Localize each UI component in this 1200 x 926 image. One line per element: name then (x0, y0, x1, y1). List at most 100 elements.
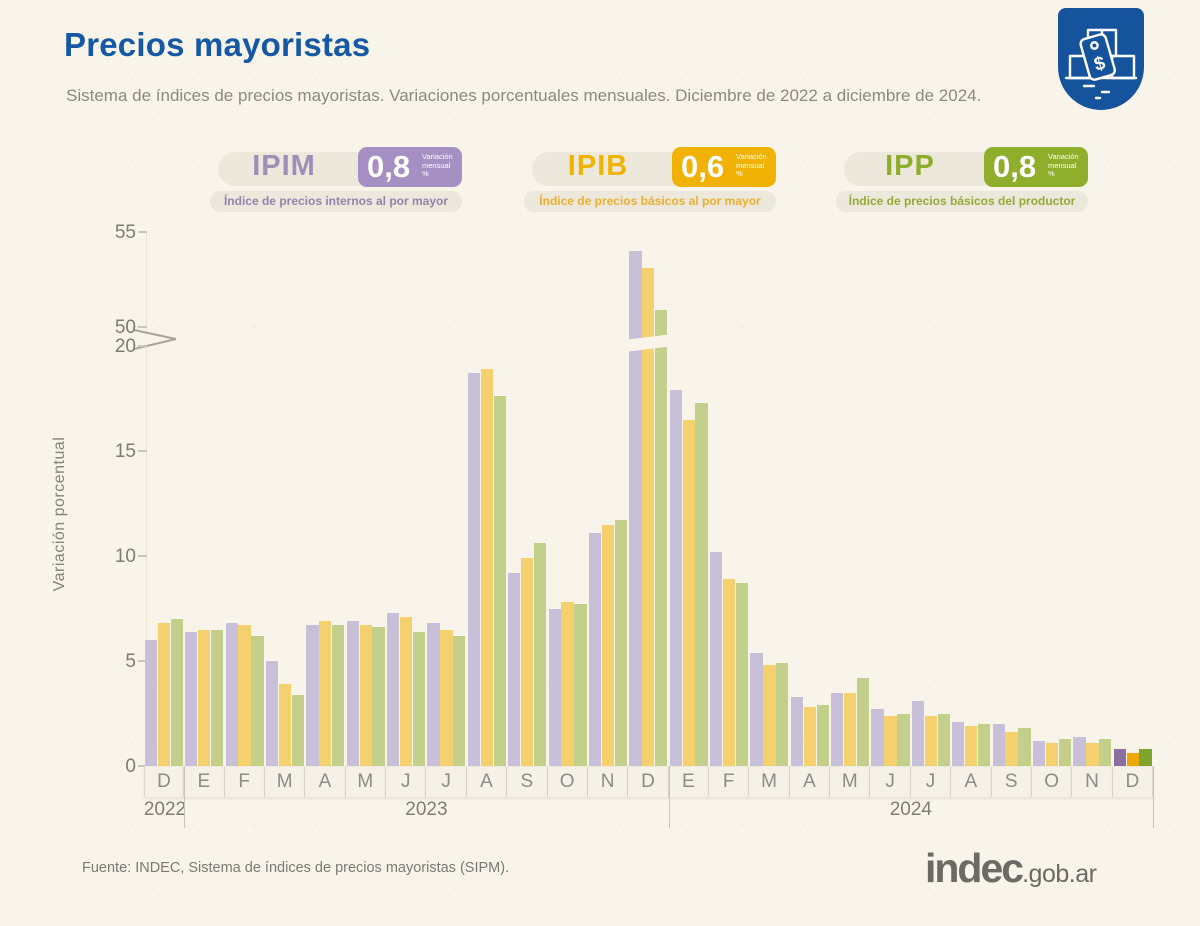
bar-ipib-14 (722, 579, 736, 766)
legend-block-ipib: IPIB 0,6 Variación mensual % Índice de p… (524, 147, 776, 213)
bar-ipim-3 (265, 661, 279, 766)
y-tick-mark-15 (138, 450, 147, 452)
bar-ipim-0 (144, 640, 158, 766)
bar-ipib-20 (965, 726, 978, 766)
y-tick-label-15: 15 (114, 441, 136, 462)
legend-value-ipp: 0,8 (993, 149, 1037, 184)
y-axis-title: Variación porcentual (51, 436, 68, 592)
legend-block-ipp: IPP 0,8 Variación mensual % Índice de pr… (836, 147, 1088, 213)
y-tick-label-5: 5 (125, 651, 136, 672)
bar-ipp-14 (735, 583, 749, 766)
bar-ipp-5 (372, 627, 385, 766)
x-axis-month-6: J (386, 766, 427, 797)
y-tick-mark-55 (138, 231, 147, 233)
x-axis-month-3: M (264, 766, 306, 797)
bar-ipim-6 (387, 612, 400, 766)
bar-ipib-3 (278, 684, 292, 766)
legend-code-ipp: IPP (885, 150, 935, 182)
bar-ipp-9 (533, 543, 547, 766)
bar-ipp-3 (291, 694, 304, 766)
x-axis-month-8: A (466, 766, 508, 797)
x-axis-month-14: F (708, 766, 750, 797)
bar-ipib-18 (884, 715, 897, 766)
bar-ipp-17 (856, 677, 870, 766)
bar-ipib-2 (238, 625, 251, 766)
bar-ipim-9 (508, 572, 521, 766)
x-axis-year-2022: 2022 (143, 799, 187, 820)
x-axis-month-2: F (224, 766, 265, 797)
x-axis-month-13: E (668, 766, 709, 797)
legend-chip-ipp: 0,8 Variación mensual % (984, 147, 1088, 187)
bar-ipp-4 (332, 625, 345, 766)
page-title: Precios mayoristas (64, 26, 371, 63)
x-axis-month-24: D (1112, 766, 1154, 797)
indec-logo-suffix: .gob.ar (1022, 860, 1097, 888)
x-axis-month-18: J (870, 766, 911, 797)
legend-desc-ipib: Índice de precios básicos al por mayor (524, 191, 776, 212)
bar-ipim-23 (1073, 736, 1086, 766)
bar-ipib-19 (924, 715, 938, 766)
y-tick-mark-20 (138, 345, 147, 347)
bar-ipim-4 (306, 625, 319, 766)
bar-ipib-6 (399, 616, 413, 766)
x-axis-month-5: M (345, 766, 387, 797)
legend-unit-ipim: Variación mensual % (422, 152, 453, 178)
bar-ipp-7 (453, 635, 466, 766)
x-axis-month-7: J (426, 766, 467, 797)
bar-ipp-0 (170, 619, 183, 766)
x-axis-year-2024: 2024 (889, 799, 932, 820)
bar-ipim-12 (629, 251, 642, 766)
bar-ipib-8 (480, 369, 493, 766)
bar-ipp-21 (1018, 728, 1031, 766)
bar-ipib-22 (1045, 742, 1059, 766)
x-axis-month-0: D (143, 766, 185, 797)
bar-ipim-7 (427, 623, 440, 766)
legend-chip-ipim: 0,8 Variación mensual % (358, 147, 462, 187)
legend-unit-ipp: Variación mensual % (1048, 152, 1079, 178)
x-axis-month-12: D (628, 766, 669, 797)
bar-ipim-5 (346, 621, 359, 766)
page-subtitle: Sistema de índices de precios mayoristas… (66, 86, 982, 105)
bar-ipib-13 (682, 419, 695, 766)
source-note: Fuente: INDEC, Sistema de índices de pre… (82, 860, 510, 876)
x-axis-month-1: E (184, 766, 225, 797)
legend-desc-ipp: Índice de precios básicos del productor (836, 191, 1088, 212)
bar-ipim-15 (750, 652, 763, 766)
bar-ipp-15 (776, 663, 789, 766)
bar-ipp-19 (937, 713, 950, 766)
y-tick-label-50: 50 (114, 317, 136, 338)
bar-ipib-21 (1005, 732, 1018, 766)
bar-ipim-10 (548, 608, 561, 766)
x-axis-month-21: S (991, 766, 1032, 797)
bar-ipim-19 (911, 700, 925, 766)
bar-ipp-11 (614, 520, 627, 766)
bar-ipib-15 (763, 665, 776, 766)
bar-ipp-18 (897, 713, 910, 766)
bar-ipp-13 (695, 402, 708, 766)
bar-ipp-6 (412, 631, 426, 766)
legend-unit-ipib: Variación mensual % (736, 152, 767, 178)
bar-ipib-4 (319, 621, 332, 766)
x-axis-year-2023: 2023 (405, 799, 448, 820)
bar-ipp-1 (210, 629, 224, 766)
x-axis-month-17: M (830, 766, 871, 797)
bar-ipib-9 (521, 558, 534, 766)
axis-break-icon (134, 329, 177, 350)
bar-ipim-24 (1113, 749, 1126, 766)
bar-ipp-16 (816, 705, 829, 766)
bar-ipib-1 (198, 629, 211, 766)
bar-ipp-2 (251, 635, 264, 766)
bar-ipim-18 (871, 709, 884, 766)
indec-logo-text: indec (925, 845, 1024, 891)
bar-ipim-17 (831, 692, 844, 766)
bar-ipib-5 (359, 625, 372, 766)
bar-ipib-12 (642, 268, 655, 766)
bar-ipim-1 (185, 631, 198, 766)
legend-desc-ipim: Índice de precios internos al por mayor (210, 191, 462, 212)
y-tick-mark-0 (138, 765, 147, 767)
x-axis-month-20: A (951, 766, 992, 797)
legend-value-ipib: 0,6 (681, 149, 725, 184)
bar-ipp-22 (1058, 738, 1072, 766)
legend-block-ipim: IPIM 0,8 Variación mensual % Índice de p… (210, 147, 462, 213)
